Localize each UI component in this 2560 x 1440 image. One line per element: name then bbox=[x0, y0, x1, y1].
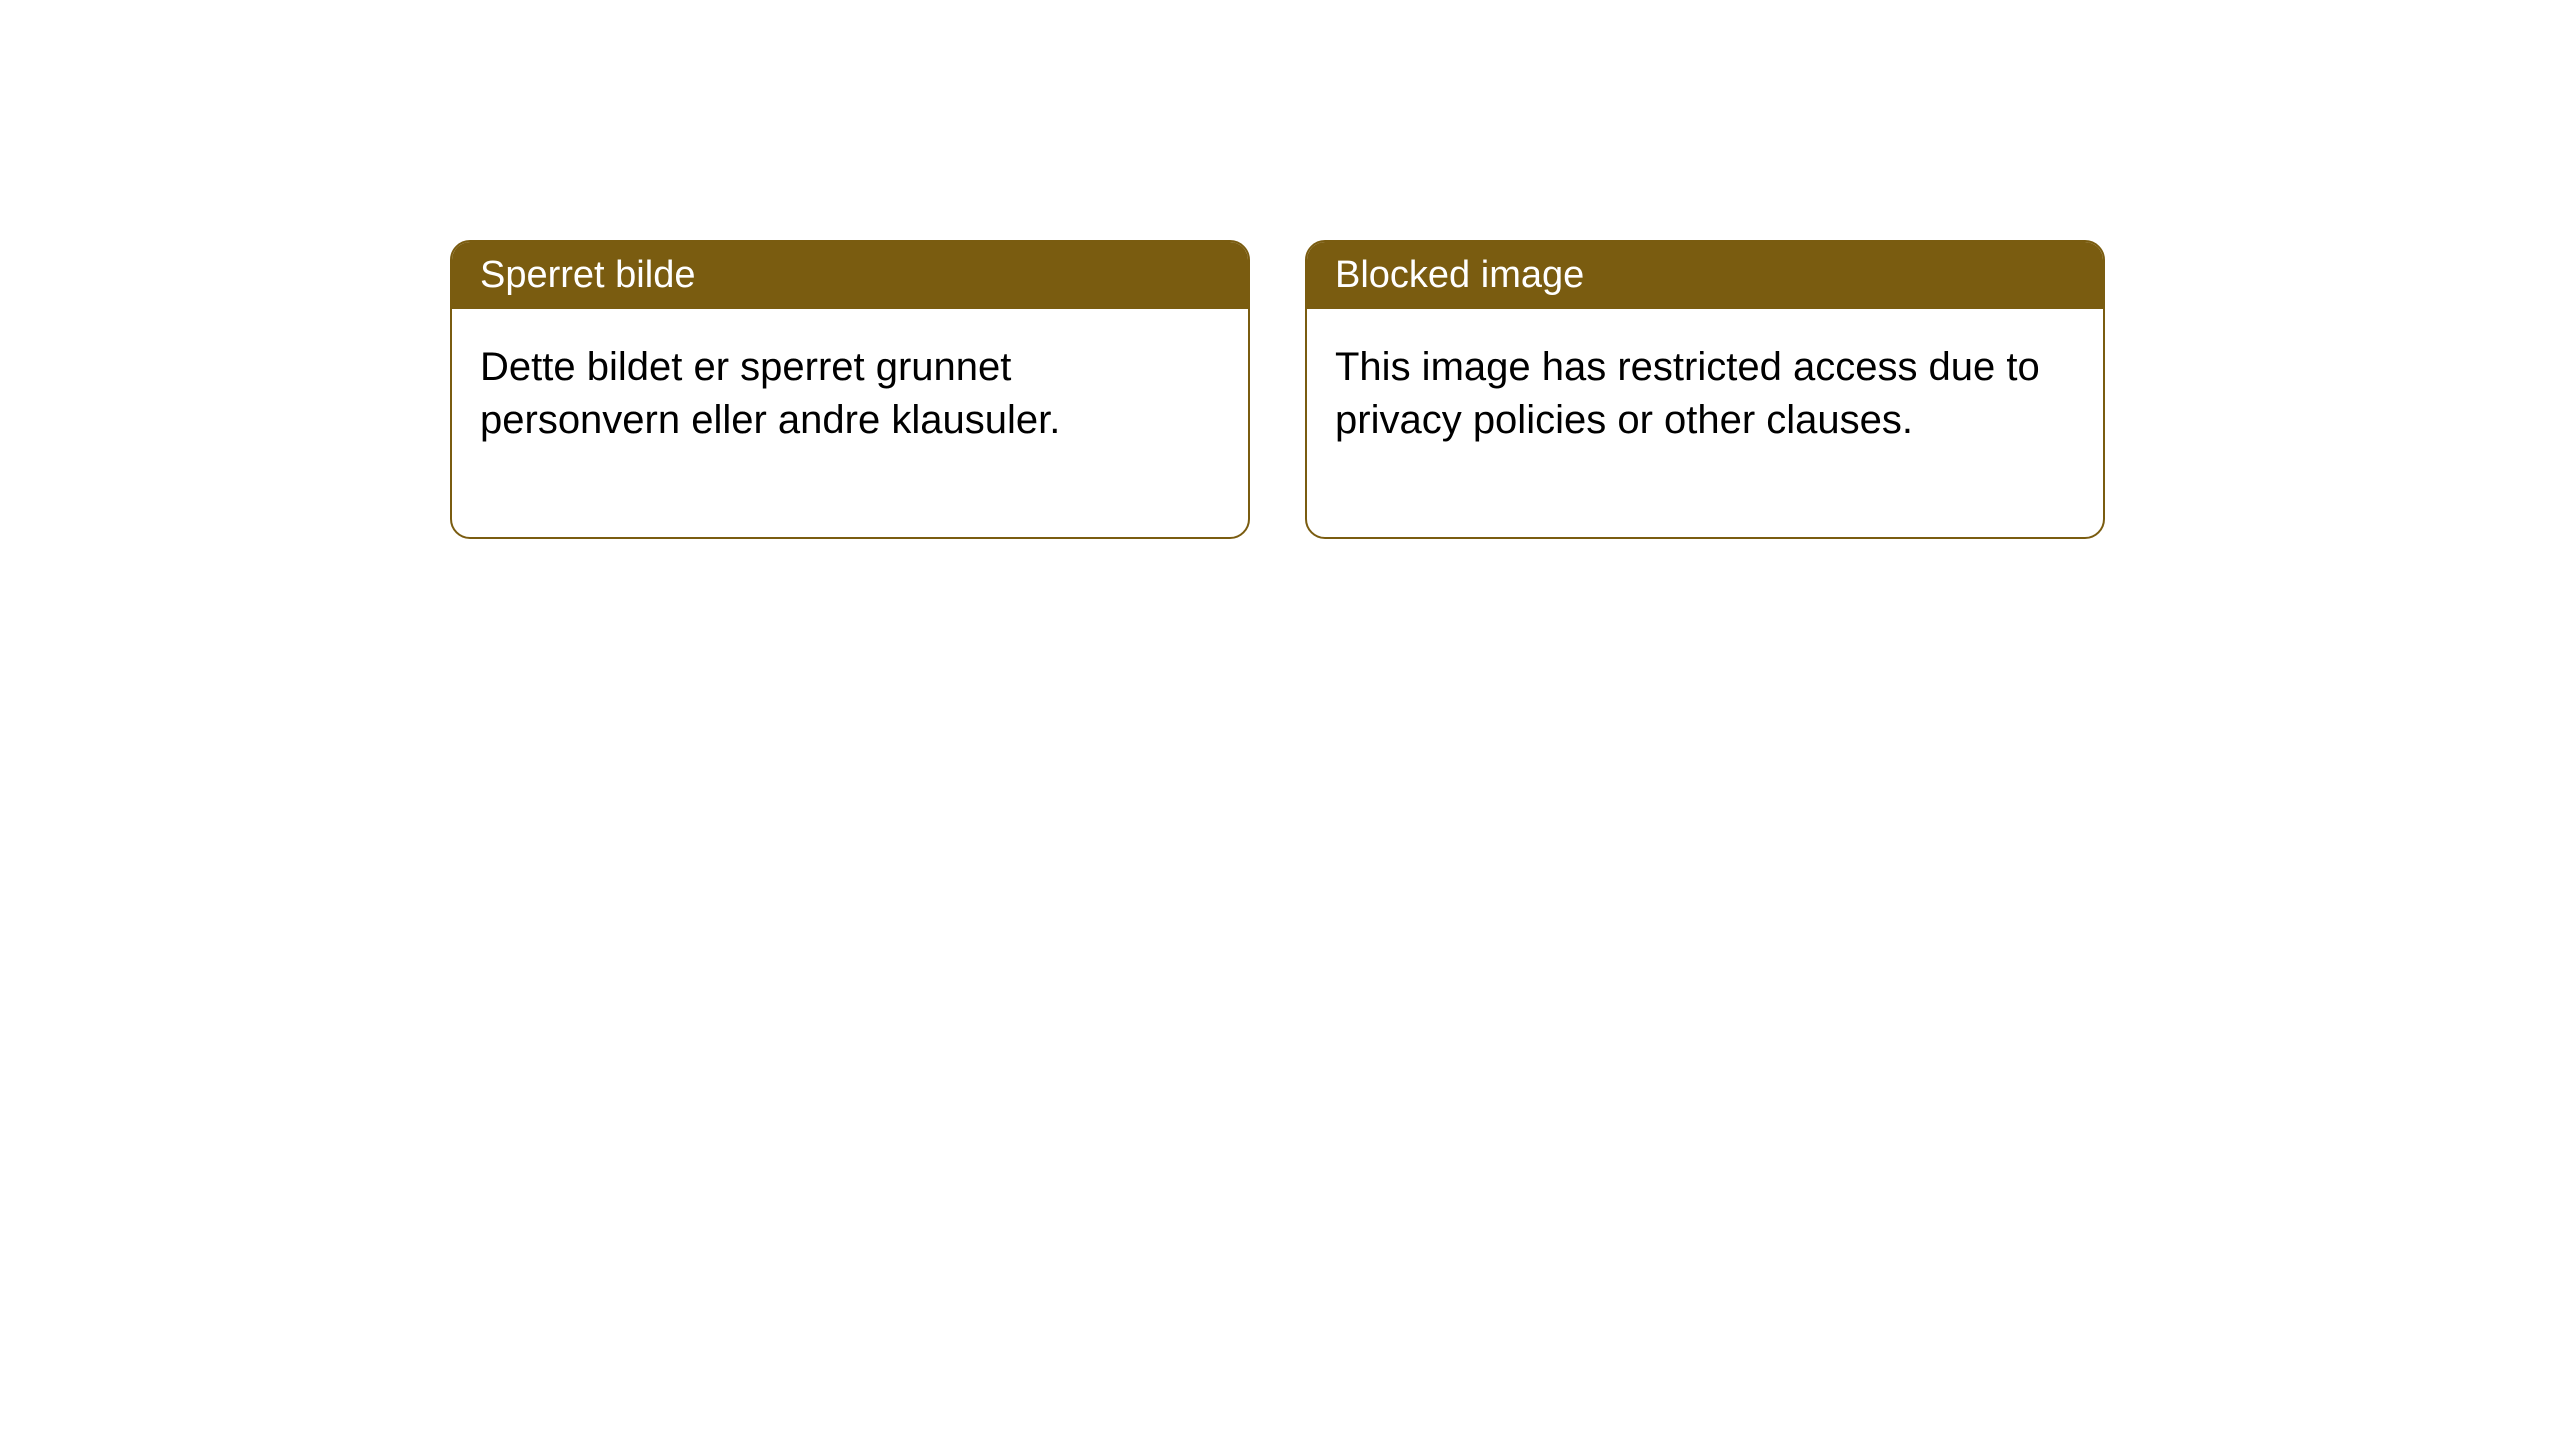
notice-header: Sperret bilde bbox=[452, 242, 1248, 309]
notice-card-english: Blocked image This image has restricted … bbox=[1305, 240, 2105, 539]
notice-body: This image has restricted access due to … bbox=[1307, 309, 2103, 537]
notice-container: Sperret bilde Dette bildet er sperret gr… bbox=[450, 240, 2105, 539]
notice-header: Blocked image bbox=[1307, 242, 2103, 309]
notice-title: Blocked image bbox=[1335, 254, 1584, 296]
notice-body: Dette bildet er sperret grunnet personve… bbox=[452, 309, 1248, 537]
notice-body-text: Dette bildet er sperret grunnet personve… bbox=[480, 345, 1060, 442]
notice-card-norwegian: Sperret bilde Dette bildet er sperret gr… bbox=[450, 240, 1250, 539]
notice-title: Sperret bilde bbox=[480, 254, 695, 296]
notice-body-text: This image has restricted access due to … bbox=[1335, 345, 2040, 442]
